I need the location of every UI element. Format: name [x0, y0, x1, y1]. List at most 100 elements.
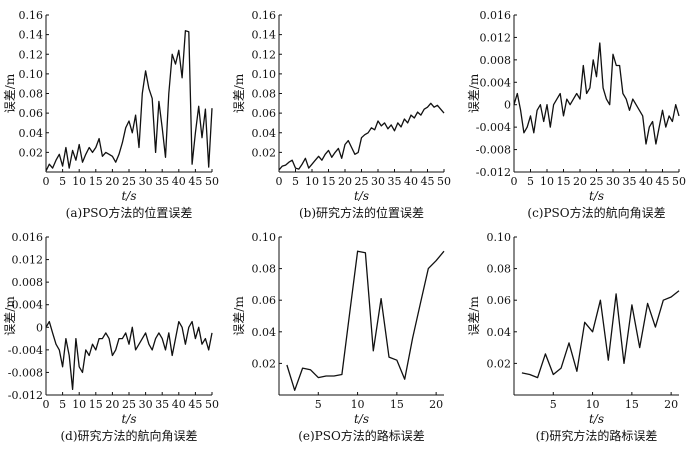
x-tick-label: 30 [371, 175, 385, 188]
x-tick-label: 10 [586, 398, 600, 411]
x-tick-label: 0 [43, 398, 50, 411]
series-line [278, 102, 445, 171]
y-tick-label: 0 [504, 99, 511, 112]
x-tick-label: 30 [139, 175, 153, 188]
x-tick-label: 5 [292, 175, 299, 188]
x-tick-label: 5 [59, 175, 66, 188]
x-tick-label: 35 [155, 175, 169, 188]
x-axis-label: t/s [589, 189, 604, 203]
x-tick-label: 25 [122, 398, 136, 411]
x-tick-label: 5 [527, 175, 534, 188]
subplot-0: 0 5 10 15 20 25 30 35 40 45 50 0.02 0.04 0.06 0.08 0.10… [3, 9, 219, 220]
y-axis-label: 误差/m [467, 73, 481, 113]
x-tick-label: 0 [511, 175, 518, 188]
y-tick-label: 0.004 [480, 76, 512, 89]
x-tick-label: 10 [72, 175, 86, 188]
x-tick-label: 50 [437, 175, 451, 188]
y-tick-label: 0.008 [12, 276, 44, 289]
x-tick-label: 15 [557, 175, 571, 188]
y-tick-label: -0.008 [476, 144, 511, 157]
y-axis-label: 误差/m [3, 73, 17, 113]
x-tick-label: 30 [606, 175, 620, 188]
x-axis-label: t/s [121, 189, 136, 203]
y-tick-label: -0.004 [8, 344, 43, 357]
x-tick-label: 20 [573, 175, 587, 188]
x-axis-label: t/s [354, 412, 369, 426]
y-tick-label: 0.04 [19, 127, 44, 140]
series-line [513, 42, 680, 145]
subplot-caption: (e)PSO方法的路标误差 [298, 428, 425, 443]
x-tick-label: 15 [322, 175, 336, 188]
y-tick-label: 0.016 [12, 231, 44, 244]
x-tick-label: 15 [390, 398, 404, 411]
y-tick-label: 0.08 [487, 263, 512, 276]
y-tick-label: 0.02 [19, 146, 44, 159]
x-tick-label: 25 [355, 175, 369, 188]
y-tick-label: 0.06 [252, 107, 277, 120]
subplot-caption: (c)PSO方法的航向角误差 [527, 205, 665, 220]
y-axis-label: 误差/m [232, 73, 246, 113]
x-tick-label: 50 [672, 175, 686, 188]
x-tick-label: 35 [155, 398, 169, 411]
subplot-caption: (f)研究方法的路标误差 [536, 428, 658, 443]
y-tick-label: 0.08 [252, 263, 277, 276]
y-tick-label: 0.10 [487, 231, 512, 244]
x-tick-label: 5 [59, 398, 66, 411]
x-tick-label: 5 [315, 398, 322, 411]
x-tick-label: 45 [188, 398, 202, 411]
x-tick-label: 25 [122, 175, 136, 188]
subplot-1: 0 5 10 15 20 25 30 35 40 45 50 0.02 0.04 0.06 0.08 0.10… [232, 9, 451, 220]
x-tick-label: 5 [550, 398, 557, 411]
y-tick-label: 0.14 [19, 29, 44, 42]
y-tick-label: 0.10 [252, 231, 277, 244]
y-tick-label: -0.012 [8, 389, 43, 402]
y-tick-label: 0.016 [480, 9, 512, 22]
y-tick-label: 0.02 [252, 357, 277, 370]
y-tick-label: 0.10 [252, 68, 277, 81]
series-line [286, 250, 445, 391]
subplot-caption: (b)研究方法的位置误差 [299, 205, 424, 220]
x-tick-label: 20 [664, 398, 678, 411]
subplot-2: 0 5 10 15 20 25 30 35 40 45 50-0.012-0.008-0.00400… [467, 9, 686, 220]
x-tick-label: 20 [338, 175, 352, 188]
x-tick-label: 30 [139, 398, 153, 411]
x-tick-label: 45 [656, 175, 670, 188]
x-axis-label: t/s [121, 412, 136, 426]
x-tick-label: 45 [188, 175, 202, 188]
y-tick-label: 0.08 [252, 88, 277, 101]
subplot-4: 5 10 15 20 0.02 0.04 0.06 0.08 0.10 t/s 误差/m (e)PSO… [232, 231, 445, 443]
y-tick-label: 0.04 [252, 326, 277, 339]
y-tick-label: -0.008 [8, 366, 43, 379]
subplot-3: 0 5 10 15 20 25 30 35 40 45 50-0.012-0.008-0.00400… [3, 231, 219, 443]
x-tick-label: 40 [639, 175, 653, 188]
x-tick-label: 25 [590, 175, 604, 188]
y-axis-label: 误差/m [467, 296, 481, 336]
x-tick-label: 20 [105, 398, 119, 411]
y-tick-label: 0.12 [19, 48, 44, 61]
subplot-caption: (d)研究方法的航向角误差 [60, 428, 197, 443]
x-tick-label: 50 [205, 175, 219, 188]
x-axis-label: t/s [589, 412, 604, 426]
subplot-caption: (a)PSO方法的位置误差 [66, 205, 193, 220]
x-tick-label: 50 [205, 398, 219, 411]
x-tick-label: 40 [172, 398, 186, 411]
y-tick-label: 0.04 [487, 326, 512, 339]
y-tick-label: -0.004 [476, 121, 511, 134]
x-tick-label: 35 [623, 175, 637, 188]
x-tick-label: 45 [421, 175, 435, 188]
x-tick-label: 10 [351, 398, 365, 411]
y-tick-label: 0.04 [252, 127, 277, 140]
y-tick-label: 0.02 [252, 146, 277, 159]
y-tick-label: 0.14 [252, 29, 277, 42]
y-tick-label: 0.06 [19, 107, 44, 120]
y-tick-label: 0.06 [252, 294, 277, 307]
y-tick-label: -0.012 [476, 166, 511, 179]
y-tick-label: 0.02 [487, 357, 512, 370]
x-tick-label: 15 [625, 398, 639, 411]
y-tick-label: 0 [36, 321, 43, 334]
y-tick-label: 0.012 [480, 31, 512, 44]
x-tick-label: 0 [43, 175, 50, 188]
series-line [45, 30, 213, 172]
x-tick-label: 15 [89, 398, 103, 411]
